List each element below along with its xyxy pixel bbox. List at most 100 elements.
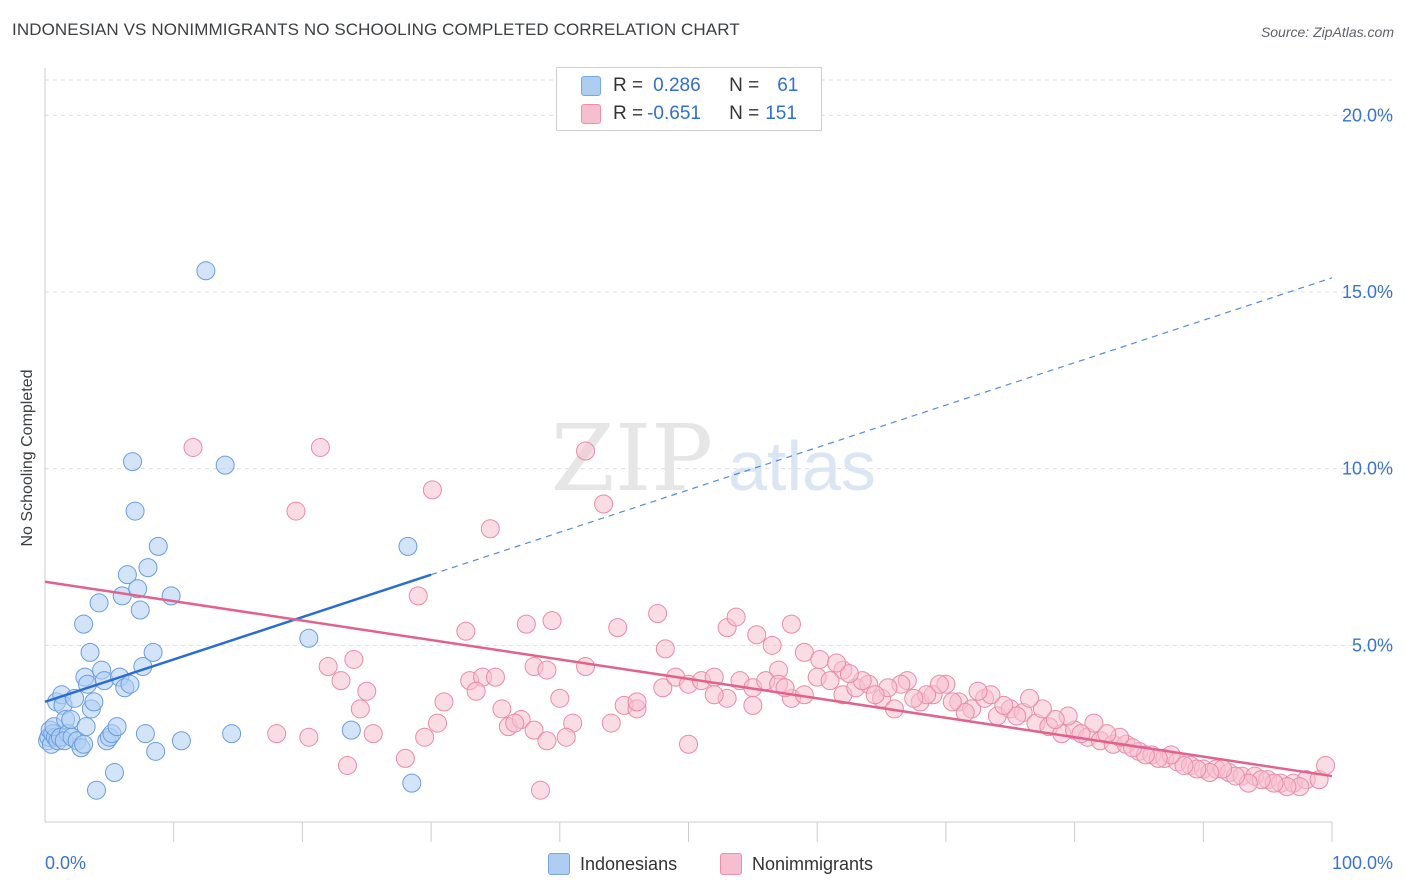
indonesians-point bbox=[222, 724, 242, 744]
nonimmigrants-point bbox=[904, 688, 924, 708]
legend-swatch-nonimmigrants bbox=[720, 853, 742, 875]
nonimmigrants-point bbox=[357, 681, 377, 701]
indonesians-point bbox=[120, 674, 140, 694]
nonimmigrants-point bbox=[556, 727, 576, 747]
nonimmigrants-point bbox=[1007, 706, 1027, 726]
legend-r-label: R = bbox=[613, 75, 644, 96]
indonesians-point bbox=[80, 642, 100, 662]
nonimmigrants-point bbox=[428, 713, 448, 733]
legend-swatch-indonesians bbox=[548, 853, 570, 875]
nonimmigrants-point bbox=[1316, 755, 1336, 775]
nonimmigrants-point bbox=[267, 724, 287, 744]
nonimmigrants-point bbox=[781, 614, 801, 634]
nonimmigrants-point bbox=[516, 614, 536, 634]
nonimmigrants-point bbox=[627, 692, 647, 712]
nonimmigrants-point bbox=[331, 671, 351, 691]
nonimmigrants-point bbox=[820, 671, 840, 691]
nonimmigrants-point bbox=[310, 437, 330, 457]
y-tick-label: 5.0% bbox=[1352, 635, 1393, 655]
indonesians-point bbox=[299, 628, 319, 648]
watermark: ZIP atlas bbox=[551, 405, 876, 512]
x-tick-label: 100.0% bbox=[1332, 853, 1393, 873]
indonesians-point bbox=[89, 593, 109, 613]
nonimmigrants-point bbox=[762, 635, 782, 655]
nonimmigrants-point bbox=[794, 642, 814, 662]
nonimmigrants-point bbox=[608, 618, 628, 638]
chart-title: INDONESIAN VS NONIMMIGRANTS NO SCHOOLING… bbox=[12, 20, 740, 39]
legend-r-value: -0.651 bbox=[647, 103, 701, 124]
nonimmigrants-point bbox=[827, 653, 847, 673]
legend-n-value: 151 bbox=[765, 103, 797, 124]
watermark-atlas: atlas bbox=[728, 427, 876, 505]
nonimmigrants-point bbox=[994, 695, 1014, 715]
nonimmigrants-point bbox=[942, 692, 962, 712]
nonimmigrants-point bbox=[679, 734, 698, 754]
series-legend: Indonesians Nonimmigrants bbox=[0, 853, 1406, 877]
nonimmigrants-point bbox=[524, 720, 544, 740]
nonimmigrants-point bbox=[704, 685, 724, 705]
legend-n-label: N = bbox=[729, 103, 760, 124]
nonimmigrants-point bbox=[655, 639, 675, 659]
nonimmigrants-point bbox=[576, 657, 596, 677]
nonimmigrants-point bbox=[395, 748, 415, 768]
nonimmigrants-point bbox=[350, 699, 370, 719]
indonesians-point bbox=[215, 455, 235, 475]
legend-r-label: R = bbox=[613, 103, 644, 124]
nonimmigrants-point bbox=[485, 667, 505, 687]
nonimmigrants-point bbox=[648, 604, 668, 624]
nonimmigrants-point bbox=[747, 625, 767, 645]
watermark-zip: ZIP bbox=[551, 405, 713, 512]
nonimmigrants-point bbox=[344, 649, 364, 669]
legend-row-nonimmigrants: R = -0.651 N = 151 bbox=[557, 102, 797, 126]
legend-n-label: N = bbox=[729, 75, 760, 96]
indonesians-point bbox=[402, 773, 422, 793]
x-tick-label: 0.0% bbox=[45, 853, 86, 873]
nonimmigrants-point bbox=[505, 713, 525, 733]
nonimmigrants-point bbox=[1032, 699, 1052, 719]
indonesians-point bbox=[138, 558, 158, 578]
nonimmigrants-point bbox=[726, 607, 746, 627]
nonimmigrants-point bbox=[550, 688, 570, 708]
nonimmigrants-point bbox=[456, 621, 476, 641]
nonimmigrants-point bbox=[480, 519, 500, 539]
nonimmigrants-point bbox=[594, 494, 614, 514]
nonimmigrants-point bbox=[415, 727, 435, 747]
indonesians-point bbox=[117, 565, 137, 585]
nonimmigrants-point bbox=[537, 660, 557, 680]
nonimmigrants-point bbox=[601, 713, 621, 733]
trend-lines bbox=[44, 277, 1333, 778]
legend-n-value: 61 bbox=[777, 75, 799, 96]
indonesians-point bbox=[171, 731, 191, 751]
nonimmigrants-point bbox=[530, 780, 550, 800]
nonimmigrants-points bbox=[183, 437, 1336, 800]
nonimmigrants-point bbox=[653, 678, 673, 698]
indonesians-point bbox=[128, 579, 148, 599]
indonesians-point bbox=[76, 717, 96, 737]
indonesians-point bbox=[148, 536, 168, 556]
indonesians-point bbox=[107, 717, 127, 737]
nonimmigrants-point bbox=[1084, 713, 1104, 733]
nonimmigrants-point bbox=[865, 685, 885, 705]
legend-r-value: 0.286 bbox=[653, 75, 701, 96]
indonesians-point bbox=[398, 536, 418, 556]
indonesians-point bbox=[123, 452, 143, 472]
indonesians-point bbox=[130, 600, 150, 620]
nonimmigrants-point bbox=[1045, 710, 1065, 730]
nonimmigrants-point bbox=[434, 692, 454, 712]
indonesians-point bbox=[341, 720, 361, 740]
legend-swatch-indonesians bbox=[581, 76, 601, 96]
nonimmigrants-point bbox=[408, 586, 428, 606]
legend-item-nonimmigrants: Nonimmigrants bbox=[720, 853, 873, 875]
nonimmigrants-point bbox=[1174, 755, 1194, 775]
indonesians-point bbox=[135, 724, 155, 744]
indonesians-trend-extension bbox=[430, 277, 1333, 576]
legend-row-indonesians: R = 0.286 N = 61 bbox=[557, 74, 798, 98]
nonimmigrants-point bbox=[810, 649, 830, 669]
indonesians-trend-line bbox=[44, 573, 432, 704]
indonesians-point bbox=[104, 763, 124, 783]
nonimmigrants-point bbox=[929, 674, 949, 694]
indonesians-point bbox=[84, 692, 104, 712]
nonimmigrants-point bbox=[537, 731, 557, 751]
indonesians-point bbox=[86, 780, 106, 800]
